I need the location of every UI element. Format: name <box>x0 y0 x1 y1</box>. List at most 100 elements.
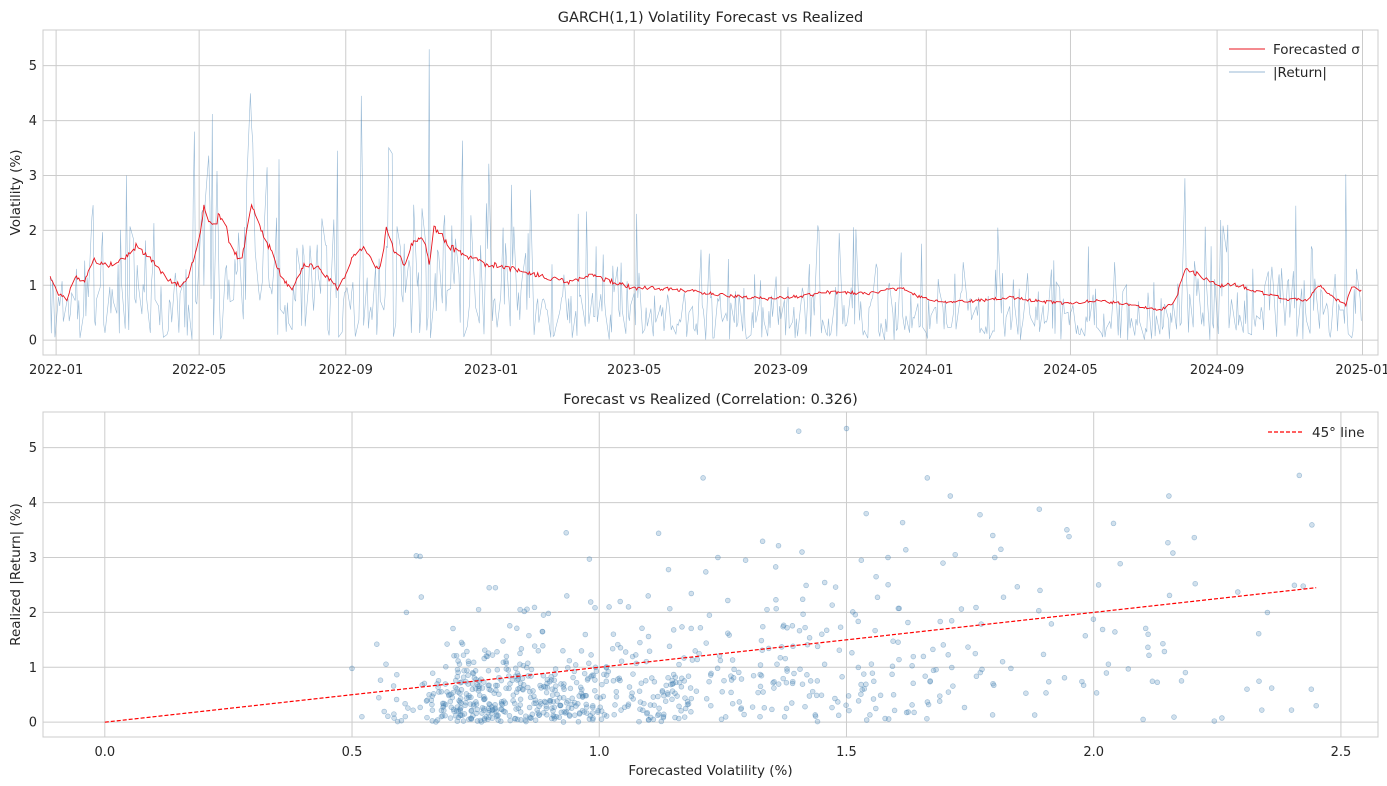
scatter-point <box>499 701 506 708</box>
scatter-point <box>936 698 943 704</box>
scatter-point <box>554 698 560 704</box>
scatter-point <box>552 687 558 693</box>
scatter-point <box>467 701 474 707</box>
scatter-point <box>775 681 782 687</box>
scatter-point <box>1105 661 1112 667</box>
scatter-point <box>940 560 946 566</box>
bottom-plot-frame <box>42 411 1379 738</box>
scatter-point <box>920 653 927 660</box>
scatter-point <box>1308 686 1315 692</box>
scatter-point <box>570 674 576 681</box>
scatter-point <box>539 628 546 635</box>
scatter-point <box>381 708 387 715</box>
scatter-point <box>903 547 909 553</box>
scatter-point <box>858 557 865 563</box>
scatter-point <box>1061 675 1068 681</box>
scatter-point <box>440 704 446 710</box>
scatter-point <box>1095 582 1102 588</box>
scatter-point <box>481 655 487 662</box>
scatter-point <box>481 694 487 700</box>
scatter-point <box>499 706 505 713</box>
scatter-point <box>410 707 416 713</box>
scatter-point <box>446 691 452 698</box>
scatter-point <box>485 682 491 689</box>
scatter-point <box>483 653 490 659</box>
scatter-point <box>540 709 547 716</box>
scatter-point <box>958 606 965 612</box>
scatter-point <box>769 706 775 713</box>
scatter-point <box>1300 583 1306 589</box>
scatter-point <box>661 711 667 718</box>
scatter-point <box>1110 520 1117 527</box>
scatter-point <box>640 707 646 714</box>
scatter-point <box>454 686 460 692</box>
legend-45-line-label: 45° line <box>1312 425 1365 441</box>
scatter-point <box>858 691 864 697</box>
scatter-point <box>435 677 442 684</box>
scatter-point <box>784 625 790 631</box>
scatter-point <box>557 695 563 701</box>
scatter-point <box>562 710 569 716</box>
scatter-point <box>861 686 868 692</box>
scatter-point <box>589 716 596 723</box>
scatter-point <box>483 714 489 720</box>
scatter-point <box>566 713 573 719</box>
scatter-point <box>572 662 579 668</box>
scatter-point <box>554 691 560 698</box>
scatter-point <box>522 717 529 723</box>
scatter-point <box>603 713 610 719</box>
scatter-point <box>595 707 601 714</box>
scatter-point <box>678 684 685 690</box>
scatter-point <box>468 694 474 701</box>
scatter-point <box>1036 506 1043 512</box>
scatter-point <box>927 678 933 684</box>
scatter-point <box>560 648 566 654</box>
scatter-point <box>800 611 806 617</box>
scatter-point <box>757 683 764 690</box>
scatter-point <box>676 703 682 710</box>
scatter-point <box>514 716 521 723</box>
scatter-point <box>453 677 459 684</box>
scatter-point <box>755 689 761 696</box>
scatter-point <box>645 633 652 640</box>
scatter-point <box>489 715 496 721</box>
scatter-point <box>813 692 820 699</box>
scatter-point <box>882 715 888 722</box>
scatter-point <box>949 664 955 671</box>
scatter-point <box>741 711 747 718</box>
bottom-x-tick-label: 2.0 <box>1083 745 1104 760</box>
scatter-point <box>540 683 547 690</box>
scatter-point <box>454 704 461 710</box>
scatter-point <box>486 682 492 688</box>
scatter-point <box>603 672 610 678</box>
scatter-point <box>784 668 790 674</box>
scatter-point <box>930 646 936 653</box>
scatter-point <box>486 707 493 714</box>
scatter-point <box>542 699 549 706</box>
top-grid <box>43 30 1378 355</box>
scatter-point <box>659 687 666 694</box>
scatter-point <box>571 700 578 706</box>
scatter-point <box>618 658 625 664</box>
scatter-point <box>761 705 768 711</box>
scatter-point <box>458 639 465 646</box>
scatter-point <box>1244 686 1250 692</box>
scatter-point <box>673 679 679 686</box>
scatter-point <box>557 702 563 709</box>
scatter-point <box>489 710 495 716</box>
scatter-point <box>1023 690 1029 696</box>
scatter-point <box>731 666 737 673</box>
scatter-point <box>464 648 470 655</box>
scatter-point <box>730 675 737 681</box>
scatter-point <box>547 699 553 705</box>
scatter-point <box>477 717 484 724</box>
scatter-point <box>536 712 543 718</box>
scatter-point <box>972 650 979 657</box>
scatter-point <box>527 715 534 722</box>
scatter-point <box>674 693 680 699</box>
scatter-point <box>937 618 943 625</box>
scatter-point <box>536 712 542 718</box>
scatter-point <box>814 643 821 650</box>
scatter-point <box>468 715 474 721</box>
scatter-point <box>1154 679 1161 686</box>
